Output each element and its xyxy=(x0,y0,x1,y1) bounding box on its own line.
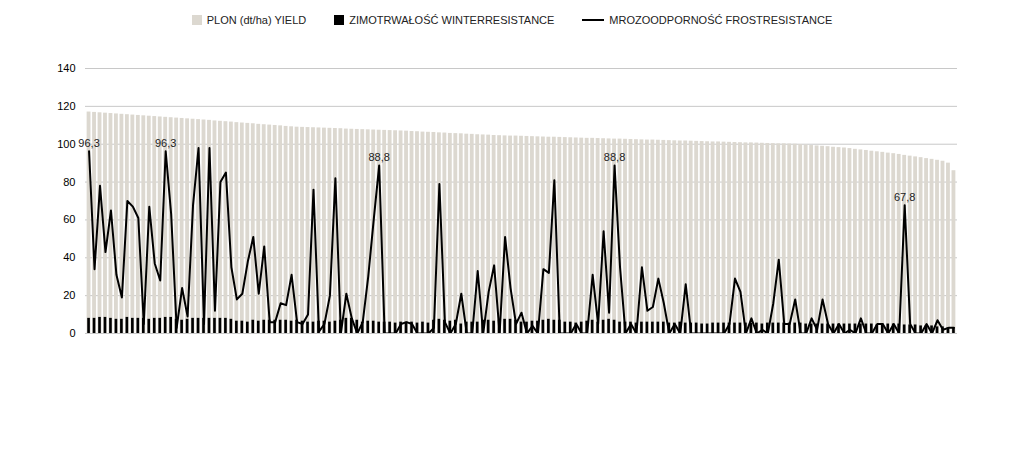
svg-text:140: 140 xyxy=(57,62,75,74)
svg-text:60: 60 xyxy=(63,213,75,225)
svg-text:0: 0 xyxy=(69,327,75,339)
svg-text:96,3: 96,3 xyxy=(78,137,99,149)
html-text:ZIMOTRWAŁOŚĆ WINTERRESISTANCE: ZIMOTRWAŁOŚĆ WINTERRESISTANCE xyxy=(349,14,555,26)
html-text:MROZOODPORNOŚĆ FROSTRESISTANCE: MROZOODPORNOŚĆ FROSTRESISTANCE xyxy=(609,14,833,26)
svg-text:88,8: 88,8 xyxy=(604,151,625,163)
html-text:PLON (dt/ha) YIELD: PLON (dt/ha) YIELD xyxy=(206,14,307,26)
svg-text:40: 40 xyxy=(63,251,75,263)
svg-text:100: 100 xyxy=(57,138,75,150)
svg-text:96,3: 96,3 xyxy=(155,137,176,149)
svg-text:80: 80 xyxy=(63,176,75,188)
svg-text:120: 120 xyxy=(57,100,75,112)
svg-text:20: 20 xyxy=(63,289,75,301)
svg-text:67,8: 67,8 xyxy=(894,191,915,203)
svg-text:88,8: 88,8 xyxy=(368,151,389,163)
